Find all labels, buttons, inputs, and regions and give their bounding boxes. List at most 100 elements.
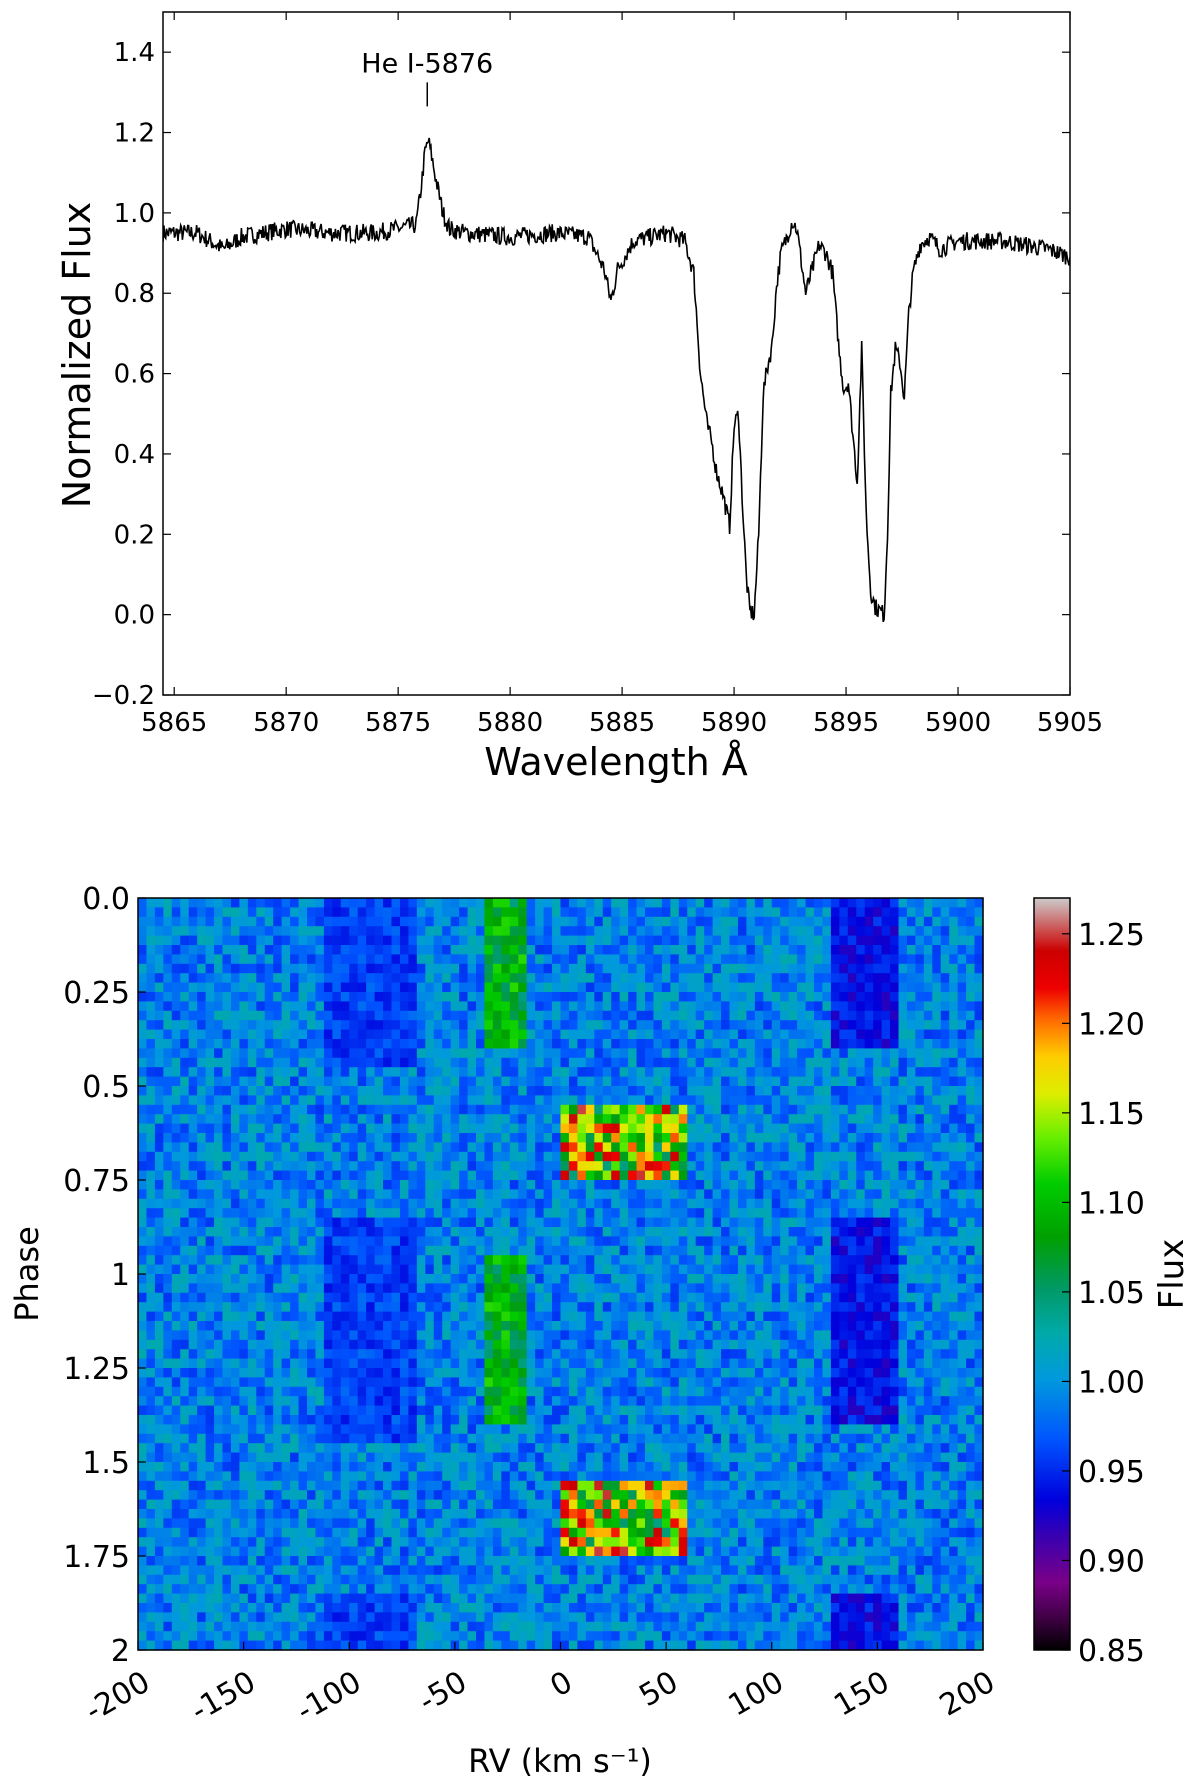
heatmap-cell	[256, 1198, 266, 1209]
heatmap-cell	[577, 1001, 587, 1012]
heatmap-cell	[628, 1339, 638, 1350]
heatmap-cell	[805, 898, 815, 908]
heatmap-cell	[577, 954, 587, 965]
heatmap-cell	[737, 1123, 747, 1134]
heatmap-cell	[754, 1001, 764, 1012]
heatmap-cell	[780, 1274, 790, 1284]
heatmap-cell	[602, 973, 612, 984]
heatmap-cell	[492, 1330, 502, 1341]
heatmap-cell	[721, 1161, 731, 1172]
heatmap-cell	[839, 1330, 849, 1341]
heatmap-cell	[518, 1086, 528, 1096]
heatmap-cell	[281, 916, 291, 927]
heatmap-cell	[374, 1067, 384, 1078]
heatmap-cell	[957, 1236, 967, 1247]
heatmap-cell	[518, 1330, 528, 1341]
heatmap-cell	[788, 1029, 798, 1040]
heatmap-cell	[687, 916, 697, 927]
heatmap-cell	[797, 1189, 807, 1200]
heatmap-cell	[881, 1227, 891, 1237]
heatmap-cell	[247, 935, 257, 946]
heatmap-cell	[298, 1039, 308, 1049]
heatmap-cell	[957, 1067, 967, 1078]
heatmap-cell	[729, 973, 739, 984]
heatmap-cell	[881, 1274, 891, 1284]
heatmap-cell	[839, 898, 849, 908]
heatmap-cell	[239, 1330, 249, 1341]
heatmap-cell	[932, 1142, 942, 1153]
heatmap-cell	[763, 1104, 773, 1115]
heatmap-cell	[906, 1198, 916, 1209]
heatmap-cell	[256, 1236, 266, 1247]
heatmap-cell	[729, 1151, 739, 1162]
heatmap-cell	[552, 1227, 562, 1237]
heatmap-cell	[349, 1114, 359, 1125]
heatmap-cell	[450, 1255, 460, 1266]
heatmap-cell	[205, 1170, 215, 1181]
heatmap-cell	[839, 1349, 849, 1360]
heatmap-cell	[425, 1227, 435, 1237]
heatmap-cell	[230, 935, 240, 946]
heatmap-cell	[704, 1114, 714, 1125]
heatmap-cell	[661, 1039, 671, 1049]
heatmap-cell	[661, 1208, 671, 1219]
heatmap-cell	[188, 954, 198, 965]
heatmap-cell	[906, 963, 916, 974]
heatmap-cell	[830, 1114, 840, 1125]
heatmap-cell	[450, 1198, 460, 1209]
heatmap-cell	[940, 1321, 950, 1331]
heatmap-cell	[805, 1349, 815, 1360]
heatmap-cell	[332, 963, 342, 974]
heatmap-cell	[214, 1283, 224, 1294]
heatmap-cell	[264, 1180, 274, 1190]
heatmap-cell	[974, 1189, 984, 1200]
heatmap-cell	[695, 1339, 705, 1350]
heatmap-cell	[416, 1048, 426, 1059]
heatmap-cell	[737, 1283, 747, 1294]
heatmap-cell	[788, 1339, 798, 1350]
heatmap-cell	[577, 898, 587, 908]
heatmap-cell	[501, 1189, 511, 1200]
heatmap-cell	[239, 916, 249, 927]
heatmap-cell	[171, 1123, 181, 1134]
heatmap-cell	[585, 1114, 595, 1125]
heatmap-cell	[391, 1189, 401, 1200]
heatmap-cell	[433, 1330, 443, 1341]
heatmap-cell	[307, 992, 317, 1002]
heatmap-cell	[890, 1170, 900, 1181]
heatmap-cell	[222, 1283, 232, 1294]
heatmap-cell	[391, 1330, 401, 1341]
heatmap-cell	[568, 1292, 578, 1303]
heatmap-cell	[721, 1133, 731, 1143]
heatmap-cell	[949, 1020, 959, 1031]
heatmap-cell	[864, 1076, 874, 1087]
heatmap-cell	[822, 1321, 832, 1331]
heatmap-cell	[923, 907, 933, 918]
heatmap-cell	[636, 1029, 646, 1040]
heatmap-cell	[467, 1302, 477, 1313]
heatmap-cell	[670, 1086, 680, 1096]
heatmap-cell	[205, 1321, 215, 1331]
heatmap-cell	[340, 945, 350, 955]
heatmap-cell	[670, 1245, 680, 1256]
heatmap-cell	[687, 1020, 697, 1031]
heatmap-cell	[188, 916, 198, 927]
heatmap-cell	[205, 1057, 215, 1068]
heatmap-cell	[315, 1142, 325, 1153]
heatmap-cell	[349, 1048, 359, 1059]
heatmap-cell	[568, 945, 578, 955]
heatmap-cell	[459, 1274, 469, 1284]
heatmap-cell	[501, 1292, 511, 1303]
heatmap-cell	[467, 1039, 477, 1049]
heatmap-cell	[552, 935, 562, 946]
heatmap-cell	[535, 1142, 545, 1153]
heatmap-cell	[661, 992, 671, 1002]
heatmap-cell	[239, 1245, 249, 1256]
heatmap-cell	[442, 1283, 452, 1294]
heatmap-cell	[923, 1255, 933, 1266]
heatmap-cell	[628, 1236, 638, 1247]
heatmap-cell	[433, 907, 443, 918]
heatmap-cell	[923, 926, 933, 937]
heatmap-cell	[543, 1227, 553, 1237]
heatmap-cell	[873, 1292, 883, 1303]
